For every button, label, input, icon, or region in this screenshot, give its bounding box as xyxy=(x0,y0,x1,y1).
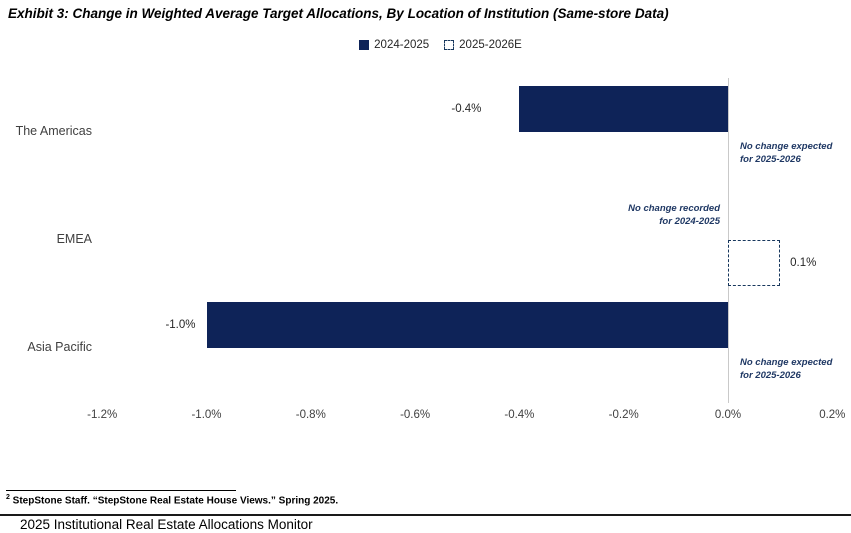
bar-value-label: -1.0% xyxy=(165,319,196,331)
annotation-the-americas: No change expected for 2025-2026 xyxy=(740,141,833,165)
bar-value-label: 0.1% xyxy=(790,257,817,269)
dashed-square-icon xyxy=(444,40,455,50)
x-axis-tick-label: 0.2% xyxy=(819,409,846,421)
x-axis-tick-label: -0.8% xyxy=(295,409,326,421)
bar-asia-pacific-2024-2025 xyxy=(206,302,728,348)
x-axis-tick-label: -1.0% xyxy=(191,409,222,421)
filled-square-icon xyxy=(359,40,370,50)
legend-label: 2024-2025 xyxy=(374,39,430,51)
chart-legend: 2024-2025 2025-2026E xyxy=(0,39,851,51)
footnote-divider-line xyxy=(6,490,236,491)
x-axis-tick-label: 0.0% xyxy=(714,409,742,421)
footnote-superscript: 2 xyxy=(6,494,10,501)
bar-value-label: -0.4% xyxy=(451,103,482,115)
category-label-emea: EMEA xyxy=(56,232,92,246)
annotation-asia-pacific: No change expected for 2025-2026 xyxy=(740,357,833,381)
x-axis-tick-label: -0.2% xyxy=(608,409,639,421)
category-label-asia-pacific: Asia Pacific xyxy=(27,340,92,354)
legend-item-2024-2025: 2024-2025 xyxy=(359,39,429,51)
x-axis-tick-label: -1.2% xyxy=(87,409,118,421)
legend-item-2025-2026e: 2025-2026E xyxy=(444,39,522,51)
x-axis-tick-label: -0.4% xyxy=(504,409,535,421)
report-footer-title: 2025 Institutional Real Estate Allocatio… xyxy=(20,517,313,532)
annotation-emea: No change recorded for 2024-2025 xyxy=(628,203,720,227)
footer-divider-line xyxy=(0,514,851,516)
chart-title: Exhibit 3: Change in Weighted Average Ta… xyxy=(8,6,669,21)
footnote-text: StepStone Staff. “StepStone Real Estate … xyxy=(9,495,339,507)
bar-the-americas-2024-2025 xyxy=(519,86,728,132)
footnote: 2 StepStone Staff. “StepStone Real Estat… xyxy=(6,494,338,506)
category-label-the-americas: The Americas xyxy=(15,124,92,138)
legend-label: 2025-2026E xyxy=(459,39,522,51)
x-axis-tick-label: -0.6% xyxy=(400,409,431,421)
bar-emea-2025-2026e xyxy=(728,240,781,286)
